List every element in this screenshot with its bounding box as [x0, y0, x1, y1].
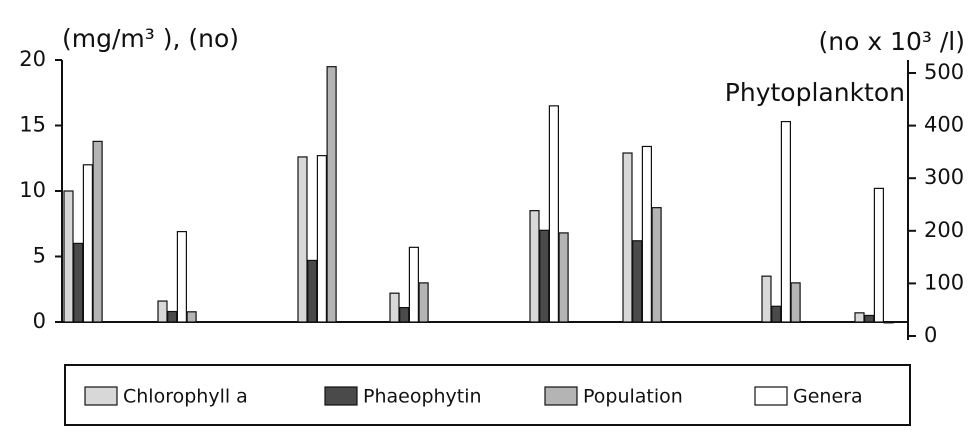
- bar: [63, 190, 74, 323]
- bar: [651, 207, 662, 323]
- y-tick-label: 0: [33, 309, 46, 333]
- bar: [864, 314, 875, 323]
- chart-title: Phytoplankton: [725, 78, 905, 107]
- bar: [73, 242, 84, 323]
- legend-label: Phaeophytin: [363, 386, 482, 408]
- y-axis-label: (mg/m³ ), (no): [62, 24, 239, 53]
- bar: [790, 282, 801, 323]
- bar: [873, 187, 885, 323]
- legend-swatch: [84, 386, 118, 406]
- bar: [632, 240, 643, 323]
- legend-label: Genera: [793, 386, 863, 408]
- bar: [539, 229, 550, 323]
- bar: [761, 275, 772, 323]
- bar: [82, 164, 94, 323]
- y2-tick-label: 500: [924, 60, 964, 84]
- bar: [558, 232, 569, 323]
- bar: [92, 140, 103, 323]
- legend-label: Chlorophyll a: [123, 386, 248, 408]
- bar: [297, 156, 308, 323]
- y2-tick-label: 400: [924, 113, 964, 137]
- bar: [186, 311, 197, 323]
- legend-swatch: [754, 386, 788, 406]
- bar: [176, 231, 187, 323]
- bar: [408, 246, 419, 323]
- legend-swatch: [324, 386, 358, 406]
- bar: [418, 282, 429, 323]
- bar: [854, 312, 865, 323]
- y-tick-label: 15: [19, 113, 46, 137]
- y2-tick-label: 100: [924, 270, 964, 294]
- bar: [780, 120, 792, 323]
- bar: [641, 145, 653, 323]
- bar: [307, 259, 318, 323]
- bar: [316, 155, 327, 323]
- bar: [771, 305, 782, 323]
- bar: [883, 321, 894, 324]
- legend-swatch: [544, 386, 578, 406]
- bar: [399, 306, 410, 323]
- y2-tick-label: 200: [924, 218, 964, 242]
- bar: [622, 152, 633, 323]
- y2-tick-label: 0: [924, 323, 937, 347]
- y2-tick-label: 300: [924, 165, 964, 189]
- legend-box: [64, 364, 911, 426]
- bar: [157, 300, 168, 323]
- y-tick-label: 10: [19, 178, 46, 202]
- bar: [389, 292, 400, 323]
- bar: [326, 66, 337, 323]
- legend-label: Population: [583, 386, 683, 408]
- y-tick-label: 20: [19, 47, 46, 71]
- bar: [167, 310, 178, 323]
- y-tick-label: 5: [33, 244, 46, 268]
- bar: [548, 105, 560, 323]
- y2-axis-label: (no x 10³ /l): [819, 27, 965, 56]
- bar: [529, 210, 540, 323]
